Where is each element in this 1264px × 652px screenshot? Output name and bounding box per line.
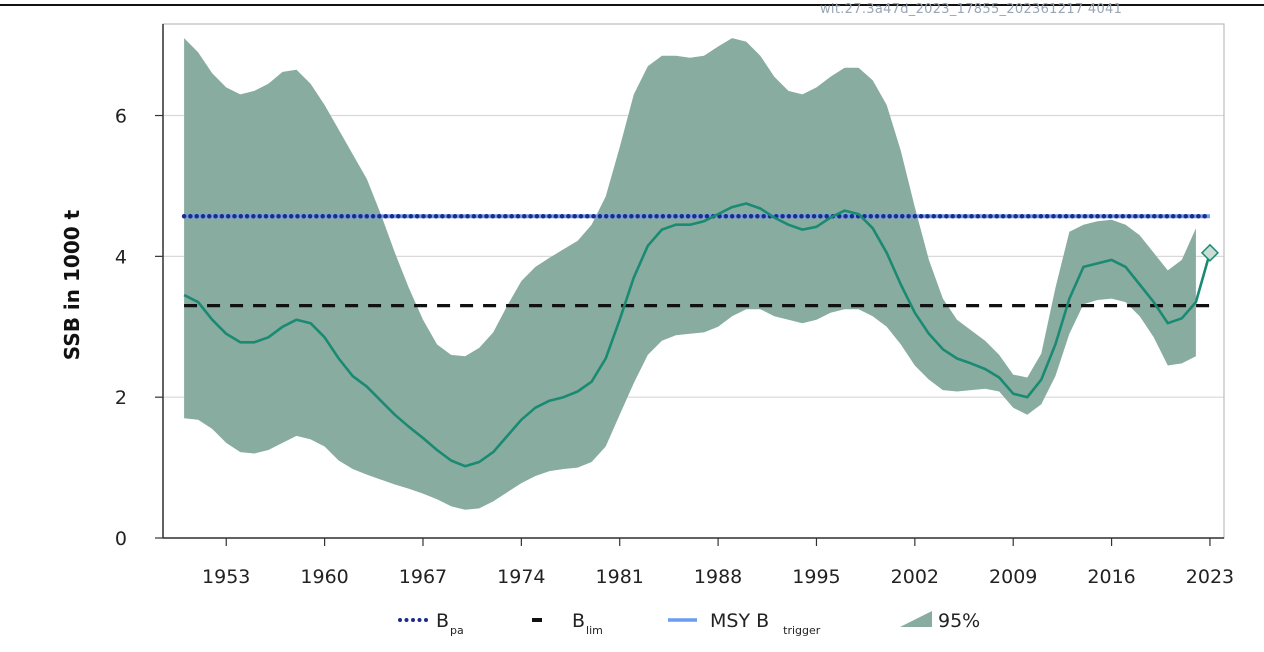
legend-sub-bpa: pa <box>450 624 464 637</box>
y-axis-title-group: SSB in 1000 t <box>60 209 84 360</box>
legend-label-blim: Blim <box>572 610 603 637</box>
x-tick-label-1995: 1995 <box>792 566 840 588</box>
ssb-line <box>183 202 1212 468</box>
y-tick-label-2: 2 <box>115 387 127 409</box>
x-tick-label-2009: 2009 <box>989 566 1037 588</box>
legend-label-ci: 95% <box>938 610 980 632</box>
plot-frame <box>162 23 1225 539</box>
x-tick-label-2002: 2002 <box>891 566 939 588</box>
legend-label-bpa: Bpa <box>436 610 464 637</box>
legend-sub-msy: trigger <box>783 624 821 637</box>
y-tick-label-6: 6 <box>115 106 127 128</box>
ci-band <box>184 38 1196 510</box>
x-tick-label-1967: 1967 <box>399 566 447 588</box>
y-tick-label-4: 4 <box>115 246 127 268</box>
y-axis-title: SSB in 1000 t <box>60 209 84 360</box>
legend-swatch-ci <box>900 611 932 627</box>
x-tick-label-1960: 1960 <box>300 566 348 588</box>
x-tick-label-1981: 1981 <box>596 566 644 588</box>
x-axis-ticks: 1953 1960 1967 1974 1981 1988 1995 2002 2009 2016… <box>202 538 1234 588</box>
ssb-series-group <box>183 202 1220 468</box>
y-tick-label-0: 0 <box>115 528 127 550</box>
top-rule <box>0 4 1264 6</box>
x-tick-label-1953: 1953 <box>202 566 250 588</box>
x-tick-label-1988: 1988 <box>694 566 742 588</box>
chart-id-label: wit.27.3a47d_2023_17855_202361217 4041 <box>820 2 1123 17</box>
x-tick-label-1974: 1974 <box>497 566 545 588</box>
x-tick-label-2016: 2016 <box>1087 566 1135 588</box>
reference-lines <box>181 213 1213 308</box>
x-tick-label-2023: 2023 <box>1186 566 1234 588</box>
y-axis-ticks: 0 2 4 6 <box>115 106 163 550</box>
ci-band-group <box>184 38 1196 510</box>
legend-sub-blim: lim <box>586 624 603 637</box>
ssb-2023-point <box>1200 243 1220 262</box>
